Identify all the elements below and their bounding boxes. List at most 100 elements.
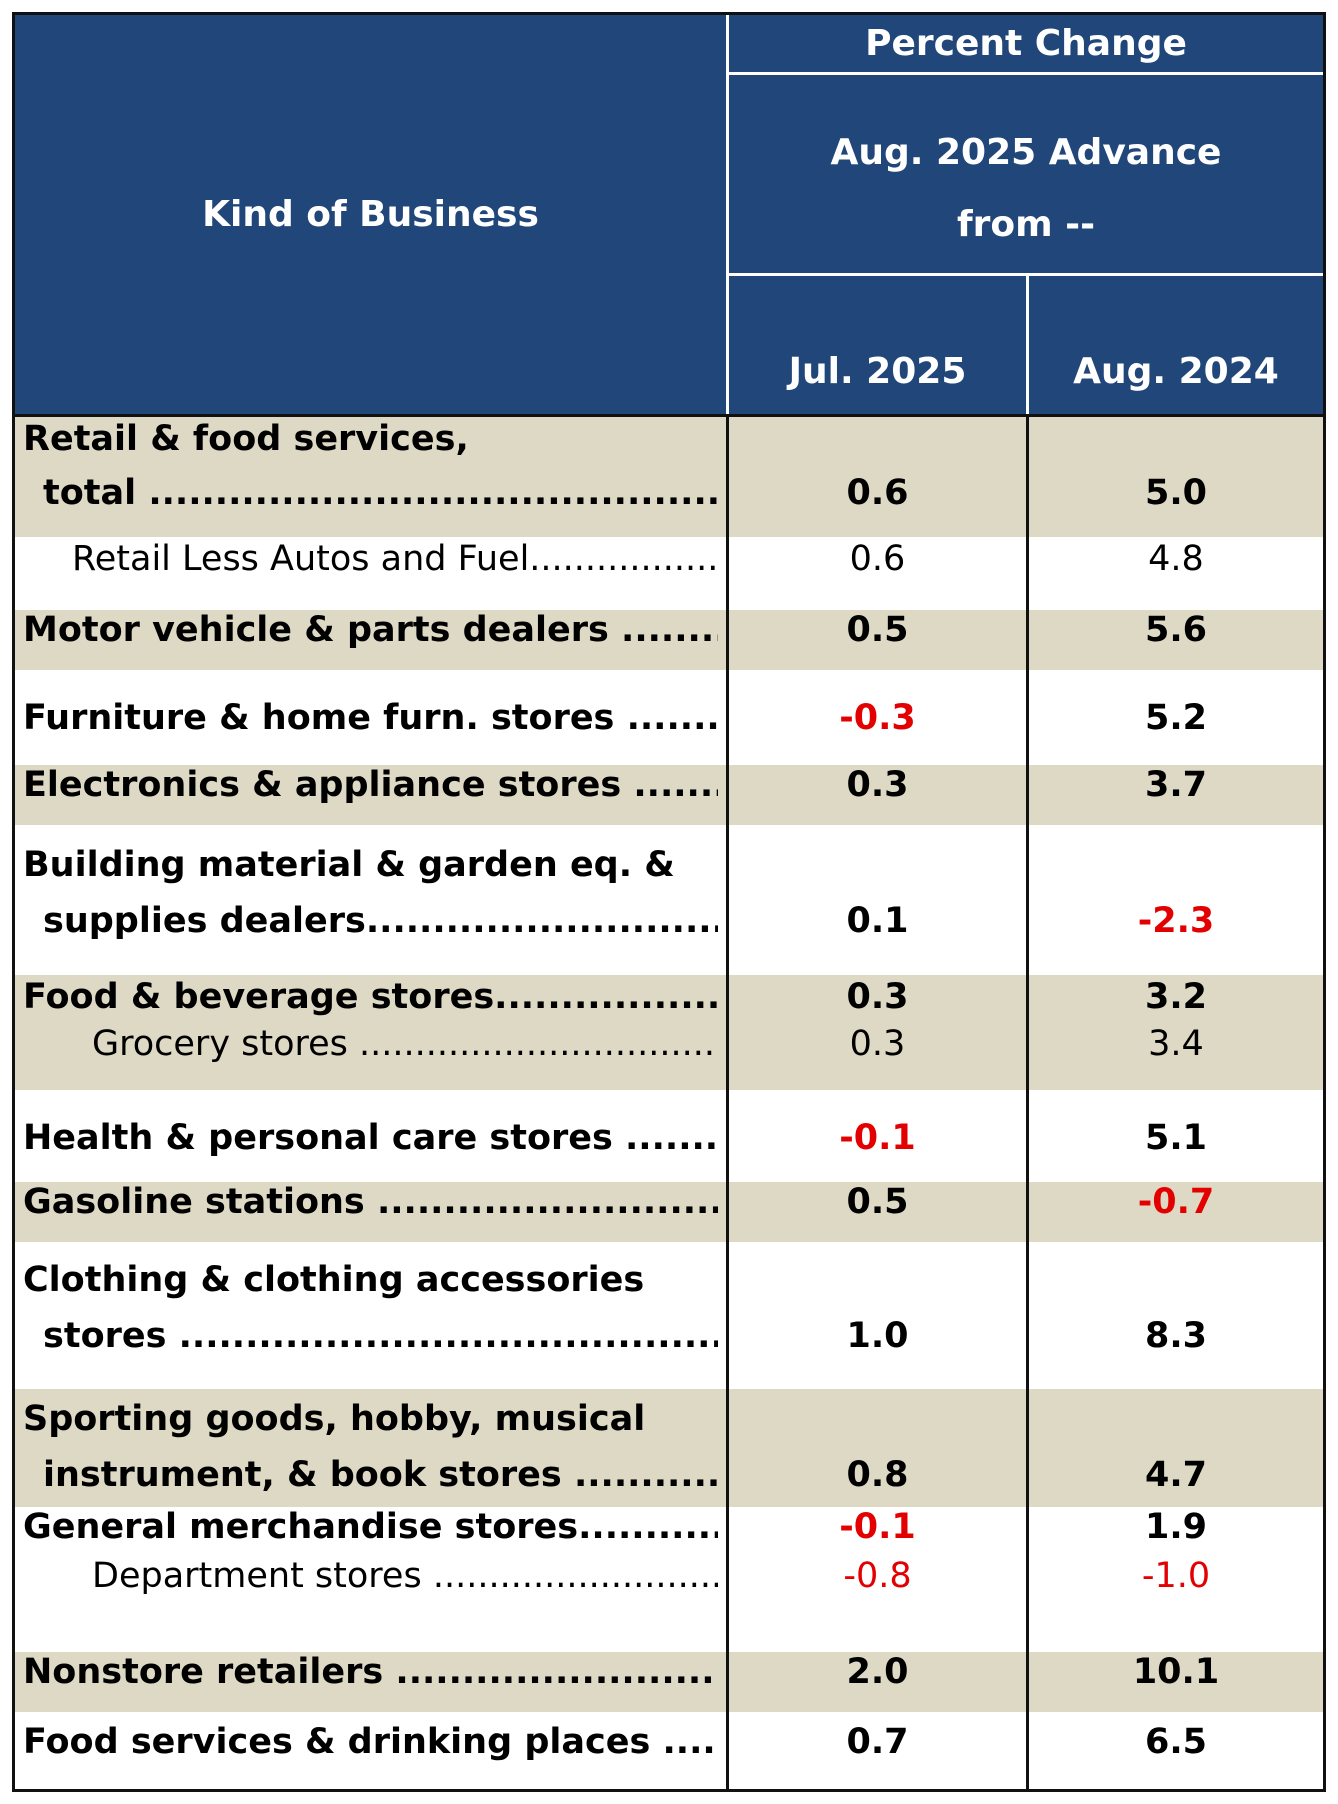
value-aug-2024: 6.5 bbox=[1144, 1722, 1207, 1762]
value-jul-2025: 0.6 bbox=[849, 539, 906, 579]
table-row: Motor vehicle & parts dealers ..........… bbox=[15, 610, 1323, 670]
header-advance-from: Aug. 2025 Advance from -- bbox=[729, 75, 1323, 273]
header-col-aug-2024-label: Aug. 2024 bbox=[1073, 351, 1279, 392]
table-row: Retail Less Autos and Fuel..............… bbox=[15, 537, 1323, 610]
header-kind-of-business: Kind of Business bbox=[15, 15, 726, 414]
value-aug-2024: 5.2 bbox=[1144, 698, 1207, 738]
table-row: Electronics & appliance stores .........… bbox=[15, 765, 1323, 825]
value-aug-2024: 4.7 bbox=[1144, 1455, 1207, 1495]
row-label-text: General merchandise stores bbox=[23, 1507, 579, 1547]
header-advance-line1: Aug. 2025 Advance bbox=[830, 132, 1222, 173]
table-row: Grocery stores .........................… bbox=[15, 1024, 1323, 1090]
header-divider-top bbox=[729, 72, 1323, 75]
table-row: Nonstore retailers .....................… bbox=[15, 1652, 1323, 1712]
table-row: Retail & food services, total ...........… bbox=[15, 417, 1323, 537]
dot-leader: ........................................… bbox=[494, 977, 718, 1017]
body-divider-label bbox=[726, 417, 729, 1789]
row-label-text: Building material & garden eq. & bbox=[23, 845, 675, 885]
value-jul-2025: 0.6 bbox=[846, 473, 909, 513]
row-label-line1: Furniture & home furn. stores ..........… bbox=[23, 698, 718, 738]
value-jul-2025: 0.7 bbox=[846, 1722, 909, 1762]
value-jul-2025: -0.3 bbox=[839, 698, 916, 738]
table-row: Clothing & clothing accessories stores ..… bbox=[15, 1242, 1323, 1389]
header-kind-of-business-label: Kind of Business bbox=[202, 193, 539, 235]
value-aug-2024: 1.9 bbox=[1144, 1507, 1207, 1547]
value-jul-2025: 0.1 bbox=[846, 901, 909, 941]
header-col-jul-2025: Jul. 2025 bbox=[729, 276, 1026, 414]
table-row: Sporting goods, hobby, musical instrument… bbox=[15, 1389, 1323, 1507]
value-aug-2024: -1.0 bbox=[1141, 1556, 1211, 1596]
dot-leader: ........................................ bbox=[625, 1118, 718, 1158]
value-jul-2025: 0.8 bbox=[846, 1455, 909, 1495]
header-col-jul-2025-label: Jul. 2025 bbox=[788, 351, 967, 392]
row-label-text: Sporting goods, hobby, musical bbox=[23, 1399, 646, 1439]
row-label-line1: Retail & food services, bbox=[23, 419, 718, 459]
value-aug-2024: 4.8 bbox=[1148, 539, 1204, 579]
row-label-text: Gasoline stations bbox=[23, 1182, 377, 1222]
value-aug-2024: 5.0 bbox=[1144, 473, 1207, 513]
row-label-text: stores bbox=[43, 1316, 179, 1356]
row-label-line1: Nonstore retailers .....................… bbox=[23, 1652, 718, 1692]
value-aug-2024: -2.3 bbox=[1137, 901, 1215, 941]
dot-leader: ........................................ bbox=[621, 610, 718, 650]
value-jul-2025: -0.1 bbox=[839, 1118, 916, 1158]
dot-leader: ........................................… bbox=[395, 1652, 718, 1692]
body-divider-values bbox=[1026, 417, 1029, 1789]
table-row: Food services & drinking places ........… bbox=[15, 1712, 1323, 1789]
row-label-text: Electronics & appliance stores bbox=[23, 765, 634, 805]
dot-leader: ........................................… bbox=[365, 901, 718, 941]
row-label-line2: stores .................................… bbox=[43, 1316, 718, 1356]
dot-leader: ........................................… bbox=[432, 1556, 718, 1596]
row-label-text: Clothing & clothing accessories bbox=[23, 1260, 645, 1300]
dot-leader: ........................................… bbox=[148, 473, 718, 513]
header-percent-change: Percent Change bbox=[729, 15, 1323, 72]
value-aug-2024: 8.3 bbox=[1144, 1316, 1207, 1356]
table-row: Food & beverage stores..................… bbox=[15, 975, 1323, 1030]
header-percent-change-label: Percent Change bbox=[865, 23, 1187, 64]
dot-leader: ............................... bbox=[529, 539, 718, 579]
value-jul-2025: -0.8 bbox=[843, 1556, 912, 1596]
dot-leader: ........................................… bbox=[359, 1024, 718, 1064]
row-label-line1: General merchandise stores..............… bbox=[23, 1507, 718, 1547]
row-label-text: Food & beverage stores bbox=[23, 977, 495, 1017]
row-label-text: Health & personal care stores bbox=[23, 1118, 626, 1158]
row-label-text: Motor vehicle & parts dealers bbox=[23, 610, 622, 650]
row-label-text: Retail Less Autos and Fuel bbox=[72, 539, 530, 579]
header-col-aug-2024: Aug. 2024 bbox=[1029, 276, 1323, 414]
header-bottom-border bbox=[15, 414, 1323, 417]
dot-leader: ........................................… bbox=[178, 1316, 718, 1356]
row-label-text: Grocery stores bbox=[92, 1024, 360, 1064]
dot-leader: ........................................ bbox=[633, 765, 718, 805]
table-row: Furniture & home furn. stores ..........… bbox=[15, 670, 1323, 765]
row-label-text: Food services & drinking places bbox=[23, 1722, 663, 1762]
value-jul-2025: 1.0 bbox=[846, 1316, 909, 1356]
row-label-text: supplies dealers bbox=[43, 901, 366, 941]
header-divider-columns bbox=[1026, 273, 1029, 414]
row-label-text: Nonstore retailers bbox=[23, 1652, 396, 1692]
row-label-text: Furniture & home furn. stores bbox=[23, 698, 627, 738]
header-divider-vertical bbox=[726, 15, 729, 414]
value-jul-2025: 0.5 bbox=[846, 1182, 909, 1222]
value-aug-2024: 5.6 bbox=[1144, 610, 1207, 650]
row-label-line1: Food services & drinking places ........… bbox=[23, 1722, 718, 1762]
row-label-line1: Sporting goods, hobby, musical bbox=[23, 1399, 718, 1439]
row-label-line1: Grocery stores .........................… bbox=[92, 1024, 718, 1064]
retail-sales-table: Kind of Business Percent Change Aug. 202… bbox=[12, 12, 1326, 1792]
row-label-line1: Building material & garden eq. & bbox=[23, 845, 718, 885]
dot-leader: ........................................ bbox=[573, 1455, 718, 1495]
row-label-line1: Clothing & clothing accessories bbox=[23, 1260, 718, 1300]
value-jul-2025: 2.0 bbox=[846, 1652, 909, 1692]
dot-leader: ........................................ bbox=[578, 1507, 718, 1547]
table-row: Health & personal care stores ..........… bbox=[15, 1090, 1323, 1182]
row-label-line2: supplies dealers........................… bbox=[43, 901, 718, 941]
dot-leader: ........................................ bbox=[662, 1722, 718, 1762]
row-label-text: Retail & food services, bbox=[23, 419, 469, 459]
row-label-line1: Department stores ......................… bbox=[92, 1556, 718, 1596]
row-label-line2: total ..................................… bbox=[43, 473, 718, 513]
value-aug-2024: -0.7 bbox=[1137, 1182, 1215, 1222]
row-label-line1: Health & personal care stores ..........… bbox=[23, 1118, 718, 1158]
row-label-line1: Gasoline stations ......................… bbox=[23, 1182, 718, 1222]
row-label-line1: Electronics & appliance stores .........… bbox=[23, 765, 718, 805]
table-row: General merchandise stores..............… bbox=[15, 1507, 1323, 1562]
value-jul-2025: -0.1 bbox=[839, 1507, 916, 1547]
